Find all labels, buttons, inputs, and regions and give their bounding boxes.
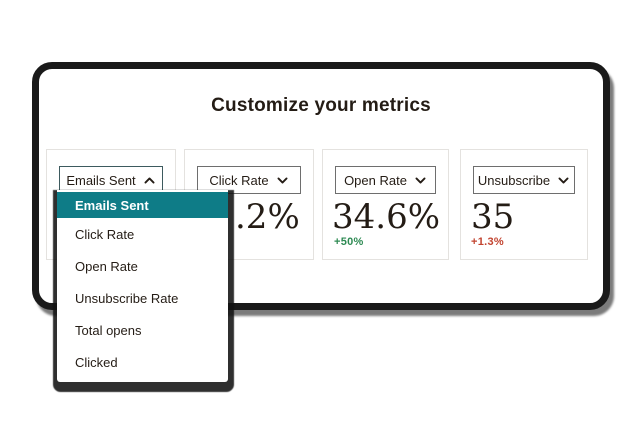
unsubscribe-dropdown-button[interactable]: Unsubscribe <box>473 166 575 194</box>
chevron-up-icon <box>144 177 155 183</box>
open-rate-dropdown-label: Open Rate <box>344 172 407 188</box>
chevron-down-icon <box>558 177 569 183</box>
click-rate-dropdown-button[interactable]: Click Rate <box>197 166 301 194</box>
unsubscribe-value: 35 <box>471 197 515 237</box>
chevron-down-icon <box>277 177 288 183</box>
menu-item-open-rate[interactable]: Open Rate <box>57 250 228 282</box>
menu-item-unsubscribe-rate[interactable]: Unsubscribe Rate <box>57 282 228 314</box>
open-rate-dropdown-button[interactable]: Open Rate <box>335 166 436 194</box>
open-rate-value: 34.6% <box>332 197 441 237</box>
metric-tile-unsubscribe: Unsubscribe 35 +1.3% <box>460 149 588 260</box>
menu-item-emails-sent[interactable]: Emails Sent <box>57 192 228 218</box>
open-rate-delta: +50% <box>334 236 364 248</box>
page-title: Customize your metrics <box>211 95 431 116</box>
unsubscribe-dropdown-label: Unsubscribe <box>477 172 551 188</box>
chevron-down-icon <box>415 177 426 183</box>
menu-item-clicked[interactable]: Clicked <box>57 346 228 378</box>
click-rate-value: .2% <box>235 197 300 237</box>
menu-item-total-opens[interactable]: Total opens <box>57 314 228 346</box>
metrics-dropdown-menu: Emails Sent Click Rate Open Rate Unsubsc… <box>57 190 228 382</box>
metric-tile-open-rate: Open Rate 34.6% +50% <box>322 149 449 260</box>
emails-sent-dropdown-label: Emails Sent <box>66 172 136 188</box>
unsubscribe-delta: +1.3% <box>471 236 504 248</box>
click-rate-dropdown-label: Click Rate <box>209 172 269 188</box>
menu-item-click-rate[interactable]: Click Rate <box>57 218 228 250</box>
emails-sent-dropdown-button[interactable]: Emails Sent <box>59 166 163 194</box>
